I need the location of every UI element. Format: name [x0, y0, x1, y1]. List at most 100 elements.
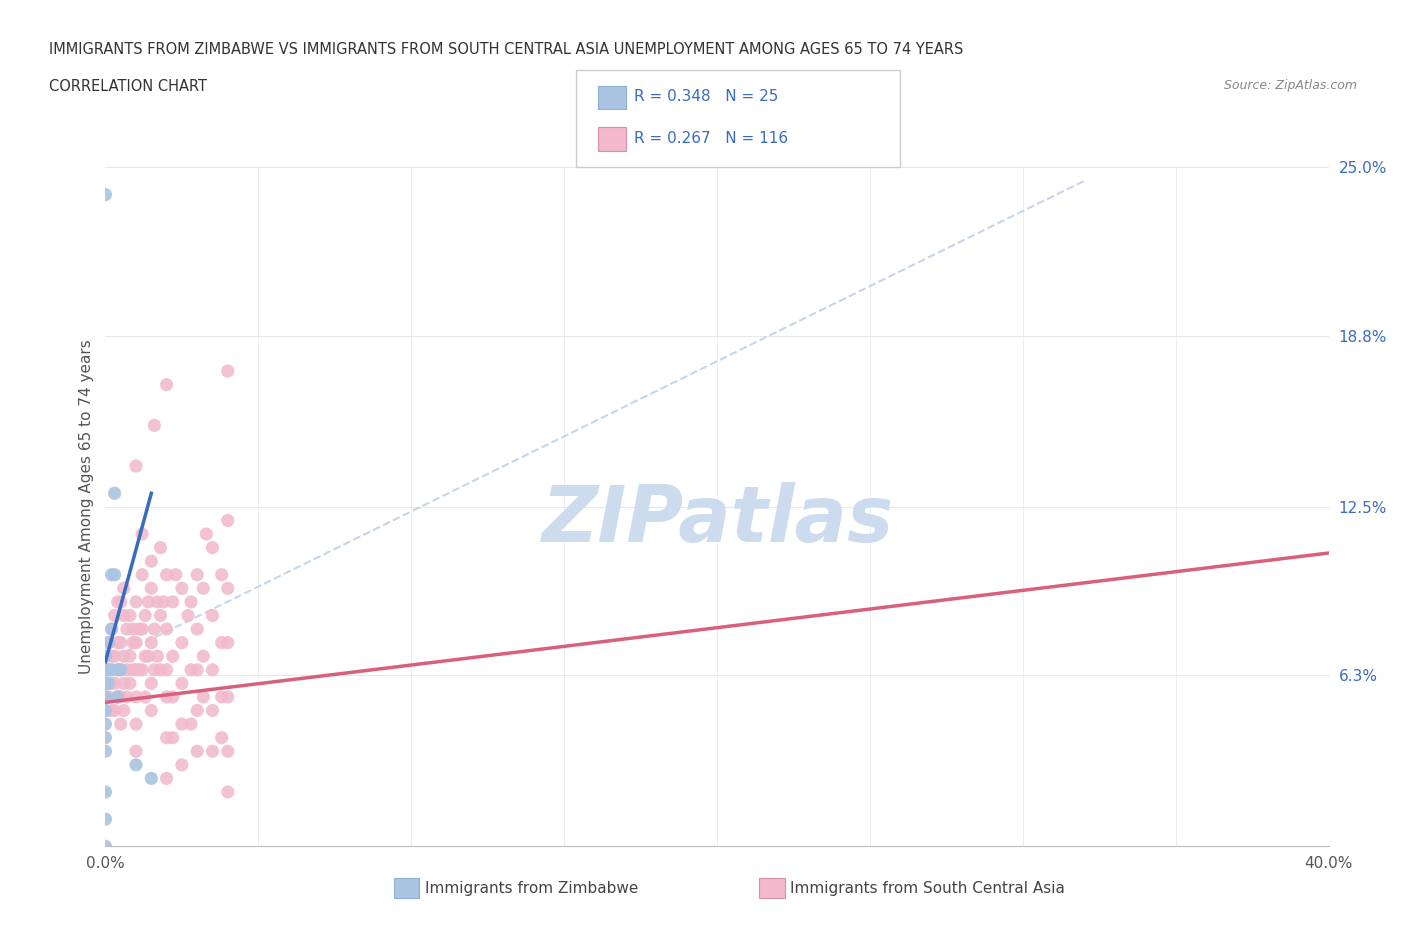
Point [201, 608, 224, 623]
Point [180, 662, 202, 677]
Point [155, 567, 177, 582]
Text: IMMIGRANTS FROM ZIMBABWE VS IMMIGRANTS FROM SOUTH CENTRAL ASIA UNEMPLOYMENT AMON: IMMIGRANTS FROM ZIMBABWE VS IMMIGRANTS F… [49, 42, 963, 57]
Point [211, 730, 233, 745]
Point [128, 621, 150, 636]
Point [180, 594, 202, 609]
Point [125, 757, 148, 772]
Point [193, 649, 215, 664]
Point [118, 608, 141, 623]
Point [170, 717, 193, 732]
Point [125, 635, 148, 650]
Point [143, 662, 166, 677]
Point [211, 689, 233, 704]
Point [115, 621, 138, 636]
Point [104, 485, 127, 500]
Point [146, 649, 169, 664]
Point [107, 662, 129, 677]
Point [146, 594, 169, 609]
Point [112, 649, 135, 664]
Point [94, 676, 117, 691]
Point [155, 730, 177, 745]
Point [94, 676, 117, 691]
Point [110, 717, 132, 732]
Point [110, 662, 132, 677]
Text: Immigrants from Zimbabwe: Immigrants from Zimbabwe [425, 881, 638, 896]
Point [125, 594, 148, 609]
Point [186, 621, 208, 636]
Point [107, 594, 129, 609]
Point [211, 567, 233, 582]
Point [97, 689, 120, 704]
Point [94, 689, 117, 704]
Point [149, 662, 172, 677]
Point [100, 567, 122, 582]
Point [118, 676, 141, 691]
Text: Source: ZipAtlas.com: Source: ZipAtlas.com [1223, 79, 1357, 92]
Point [110, 662, 132, 677]
Point [162, 730, 184, 745]
Point [217, 785, 239, 800]
Point [125, 458, 148, 473]
Point [94, 689, 117, 704]
Point [104, 676, 127, 691]
Point [122, 635, 145, 650]
Point [125, 689, 148, 704]
Point [100, 676, 122, 691]
Point [110, 689, 132, 704]
Point [201, 540, 224, 555]
Point [94, 839, 117, 854]
Point [112, 581, 135, 596]
Point [131, 621, 153, 636]
Point [110, 594, 132, 609]
Point [115, 662, 138, 677]
Point [128, 662, 150, 677]
Point [104, 649, 127, 664]
Point [180, 717, 202, 732]
Point [201, 744, 224, 759]
Point [131, 526, 153, 541]
Point [136, 649, 159, 664]
Point [162, 689, 184, 704]
Point [115, 689, 138, 704]
Point [201, 662, 224, 677]
Point [170, 635, 193, 650]
Point [104, 703, 127, 718]
Point [104, 567, 127, 582]
Point [186, 744, 208, 759]
Point [94, 703, 117, 718]
Point [155, 378, 177, 392]
Point [100, 662, 122, 677]
Point [122, 662, 145, 677]
Point [125, 717, 148, 732]
Point [107, 689, 129, 704]
Point [143, 621, 166, 636]
Point [155, 662, 177, 677]
Point [141, 703, 163, 718]
Point [186, 567, 208, 582]
Point [94, 785, 117, 800]
Point [100, 649, 122, 664]
Point [94, 649, 117, 664]
Point [112, 676, 135, 691]
Text: Immigrants from South Central Asia: Immigrants from South Central Asia [790, 881, 1066, 896]
Point [107, 689, 129, 704]
Point [94, 812, 117, 827]
Point [134, 608, 156, 623]
Point [97, 635, 120, 650]
Point [94, 662, 117, 677]
Point [122, 621, 145, 636]
Point [125, 744, 148, 759]
Point [186, 703, 208, 718]
Point [170, 757, 193, 772]
Y-axis label: Unemployment Among Ages 65 to 74 years: Unemployment Among Ages 65 to 74 years [79, 339, 94, 674]
Point [112, 703, 135, 718]
Point [97, 662, 120, 677]
Point [94, 649, 117, 664]
Point [107, 662, 129, 677]
Point [177, 608, 200, 623]
Point [170, 581, 193, 596]
Point [141, 581, 163, 596]
Point [136, 594, 159, 609]
Point [155, 771, 177, 786]
Point [94, 744, 117, 759]
